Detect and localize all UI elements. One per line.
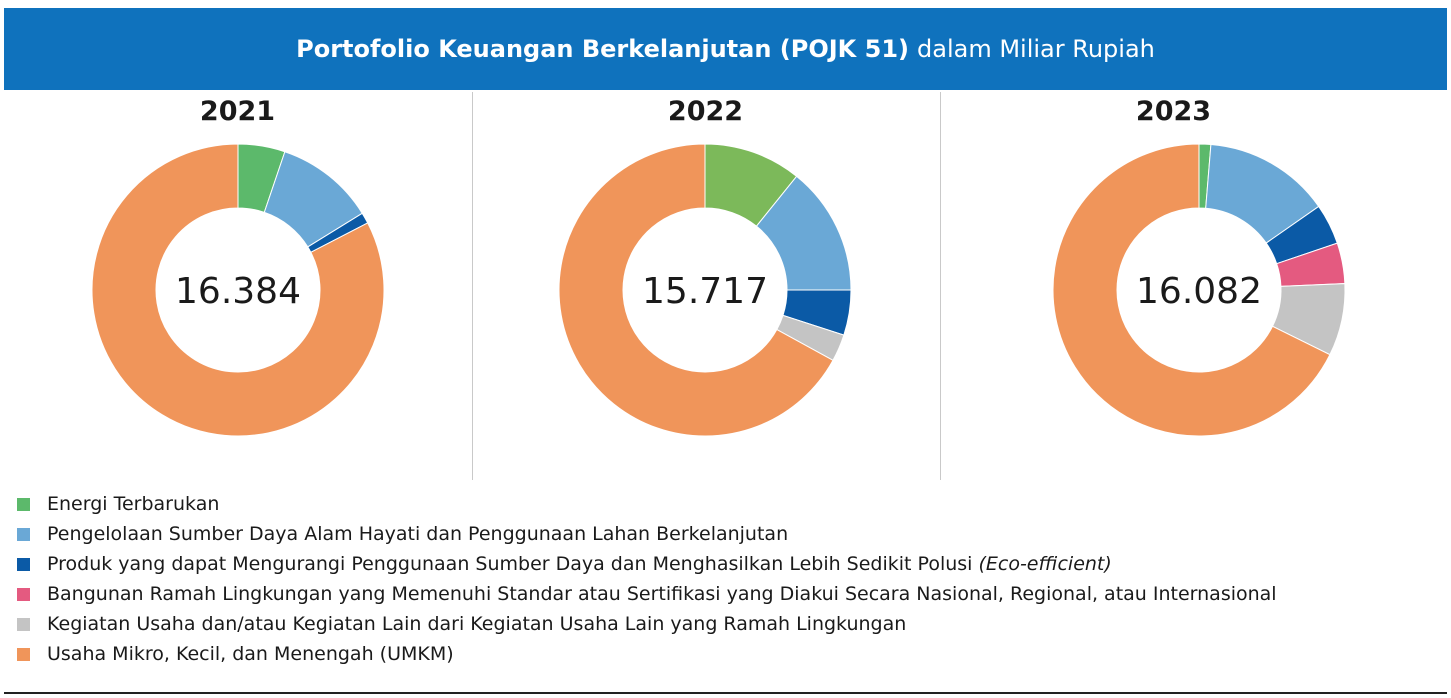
donut-slice [1052, 143, 1331, 437]
legend-label: Pengelolaan Sumber Daya Alam Hayati dan … [47, 523, 789, 545]
legend-label-italic: (Eco-efficient) [978, 553, 1112, 575]
legend-swatch [17, 557, 30, 571]
legend-item: Produk yang dapat Mengurangi Penggunaan … [17, 549, 1277, 579]
header-title-bold: Portofolio Keuangan Berkelanjutan (POJK … [296, 35, 909, 63]
panel-divider [472, 92, 473, 480]
donut-panel-2023: 2023 16.082 [940, 90, 1407, 480]
legend-item: Pengelolaan Sumber Daya Alam Hayati dan … [17, 519, 1277, 549]
legend-label: Usaha Mikro, Kecil, dan Menengah (UMKM) [47, 643, 454, 665]
legend-item: Kegiatan Usaha dan/atau Kegiatan Lain da… [17, 609, 1277, 639]
donut-chart-2022: 15.717 [558, 143, 852, 437]
chart-header: Portofolio Keuangan Berkelanjutan (POJK … [4, 8, 1447, 90]
legend-swatch [17, 587, 30, 601]
legend-swatch [17, 647, 30, 661]
legend-label: Kegiatan Usaha dan/atau Kegiatan Lain da… [47, 613, 907, 635]
donut-panel-2021: 2021 16.384 [4, 90, 471, 480]
donut-center-total: 15.717 [642, 271, 768, 312]
donut-slice [558, 143, 834, 437]
legend-label: Bangunan Ramah Lingkungan yang Memenuhi … [47, 583, 1277, 605]
legend-swatch [17, 617, 30, 631]
legend-item: Energi Terbarukan [17, 489, 1277, 519]
donut-chart-2021: 16.384 [91, 143, 385, 437]
legend-label: Energi Terbarukan [47, 493, 220, 515]
donut-center-total: 16.082 [1136, 271, 1262, 312]
year-label-2021: 2021 [199, 96, 276, 127]
legend-label: Produk yang dapat Mengurangi Penggunaan … [47, 553, 973, 575]
legend-swatch [17, 527, 30, 541]
year-label-2022: 2022 [667, 96, 744, 127]
legend-swatch [17, 497, 30, 511]
header-title-unit: dalam Miliar Rupiah [917, 35, 1155, 63]
donut-panel-2022: 2022 15.717 [472, 90, 939, 480]
year-label-2023: 2023 [1135, 96, 1212, 127]
chart-legend: Energi Terbarukan Pengelolaan Sumber Day… [17, 489, 1277, 669]
bottom-rule [4, 692, 1447, 694]
legend-item: Bangunan Ramah Lingkungan yang Memenuhi … [17, 579, 1277, 609]
panel-divider [940, 92, 941, 480]
donut-slice [91, 143, 385, 437]
donut-chart-2023: 16.082 [1052, 143, 1346, 437]
legend-item: Usaha Mikro, Kecil, dan Menengah (UMKM) [17, 639, 1277, 669]
donut-center-total: 16.384 [175, 271, 301, 312]
